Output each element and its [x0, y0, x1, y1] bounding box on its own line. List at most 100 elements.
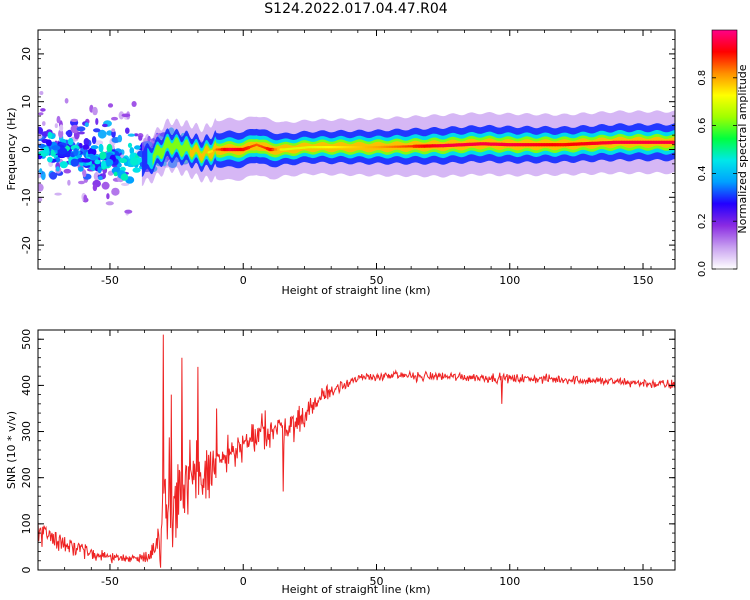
colorbar-tick-label: 0.4	[697, 165, 708, 181]
noise-blob	[70, 124, 80, 134]
spectrogram-panel: -50 0 50 100 150 -20 -10 0 10 20 Height of straig…	[5, 29, 676, 297]
cluster-blob	[104, 158, 114, 166]
noise-blob	[138, 135, 143, 141]
noise-blob	[111, 128, 116, 133]
snr-ylabel: SNR (10 * v/v)	[5, 411, 18, 489]
noise-blob	[40, 108, 46, 112]
noise-blob	[59, 124, 64, 132]
noise-blob	[102, 123, 108, 128]
snr-series-line	[38, 334, 675, 568]
snr-plot-area	[38, 330, 675, 570]
colorbar-tick-label: 0.2	[697, 213, 708, 229]
cluster-blob	[99, 151, 107, 160]
cluster-blob	[119, 158, 128, 164]
noise-blob	[78, 180, 85, 185]
cluster-blob	[42, 146, 50, 154]
snr-panel: -50 0 50 100 150 0 100 200 300 400 500 Height of s…	[5, 329, 676, 596]
noise-blob	[83, 194, 88, 203]
noise-blob	[38, 133, 43, 140]
noise-blob	[83, 138, 90, 146]
y-tick-label: 0	[20, 567, 33, 574]
y-tick-label: 200	[20, 467, 33, 488]
cluster-blob	[47, 131, 53, 139]
colorbar-tick-label: 0.6	[697, 118, 708, 134]
noise-blob	[54, 123, 58, 129]
noise-blob	[101, 181, 110, 190]
cluster-blob	[82, 144, 90, 150]
y-tick-label: -10	[20, 188, 33, 206]
noise-blob	[38, 197, 43, 203]
noise-blob	[55, 166, 60, 172]
cluster-blob	[47, 156, 53, 163]
noise-blob	[105, 201, 114, 206]
cluster-blob	[73, 148, 79, 157]
cluster-blob	[100, 160, 107, 169]
noise-blob	[92, 106, 98, 116]
cluster-blob	[81, 158, 92, 163]
noise-blob	[63, 168, 72, 174]
spectrogram-xlabel: Height of straight line (km)	[281, 284, 430, 297]
cluster-blob	[90, 145, 99, 150]
noise-blob	[39, 91, 44, 95]
cluster-blob	[132, 167, 141, 173]
cluster-blob	[113, 171, 118, 177]
y-tick-label: -20	[20, 236, 33, 254]
noise-blob	[38, 183, 44, 192]
noise-blob	[118, 111, 125, 120]
cluster-blob	[130, 157, 139, 166]
cluster-blob	[57, 147, 68, 155]
y-tick-label: 20	[20, 47, 33, 61]
snr-ticks: -50 0 50 100 150 0 100 200 300 400 500	[20, 329, 675, 588]
colorbar-ticks: 0.0 0.2 0.4 0.6 0.8	[697, 70, 737, 277]
cluster-blob	[120, 173, 129, 181]
noise-blob	[127, 133, 136, 137]
y-tick-label: 100	[20, 513, 33, 534]
noise-blob	[117, 134, 123, 143]
noise-blob	[95, 118, 99, 125]
noise-blob	[121, 113, 131, 118]
snr-xlabel: Height of straight line (km)	[281, 583, 430, 596]
spectrogram-ticks: -50 0 50 100 150 -20 -10 0 10 20	[20, 29, 675, 287]
cluster-blob	[97, 166, 102, 174]
noise-blob	[131, 101, 137, 107]
colorbar: 0.0 0.2 0.4 0.6 0.8 Normalized spectral ampl…	[697, 29, 749, 277]
ridge-band	[189, 136, 675, 162]
y-tick-label: 400	[20, 375, 33, 396]
x-tick-label: -50	[101, 575, 119, 588]
noise-blob	[65, 130, 72, 136]
noise-blob	[91, 136, 97, 145]
noise-blob	[82, 169, 87, 178]
noise-blob	[67, 179, 71, 186]
noise-blob	[54, 192, 62, 196]
spectrogram-image	[38, 91, 675, 216]
cluster-blob	[134, 145, 141, 150]
colorbar-frame	[711, 29, 738, 270]
spectrogram-ridge	[141, 110, 675, 187]
cluster-blob	[98, 143, 104, 153]
y-tick-label: 500	[20, 329, 33, 350]
spectrogram-ylabel: Frequency (Hz)	[5, 108, 18, 191]
noise-blob	[42, 121, 46, 126]
noise-blob	[92, 184, 98, 192]
cluster-blob	[106, 143, 113, 153]
x-tick-label: 0	[240, 575, 247, 588]
cluster-blob	[59, 161, 68, 169]
noise-blob	[106, 193, 110, 200]
x-tick-label: 100	[499, 274, 520, 287]
colorbar-label: Normalized spectral amplitude	[736, 64, 749, 233]
cluster-blob	[89, 155, 99, 161]
noise-blob	[98, 175, 103, 181]
noise-blob	[76, 126, 86, 132]
noise-blob	[111, 187, 120, 196]
noise-blob	[125, 127, 130, 134]
noise-blob	[38, 112, 44, 116]
noise-blob	[93, 128, 101, 133]
cluster-blob	[129, 147, 135, 155]
x-tick-label: 0	[240, 274, 247, 287]
noise-blob	[38, 126, 44, 135]
cluster-blob	[67, 137, 74, 146]
noise-blob	[58, 129, 64, 138]
cluster-blob	[70, 158, 79, 167]
noise-blob	[56, 115, 61, 124]
